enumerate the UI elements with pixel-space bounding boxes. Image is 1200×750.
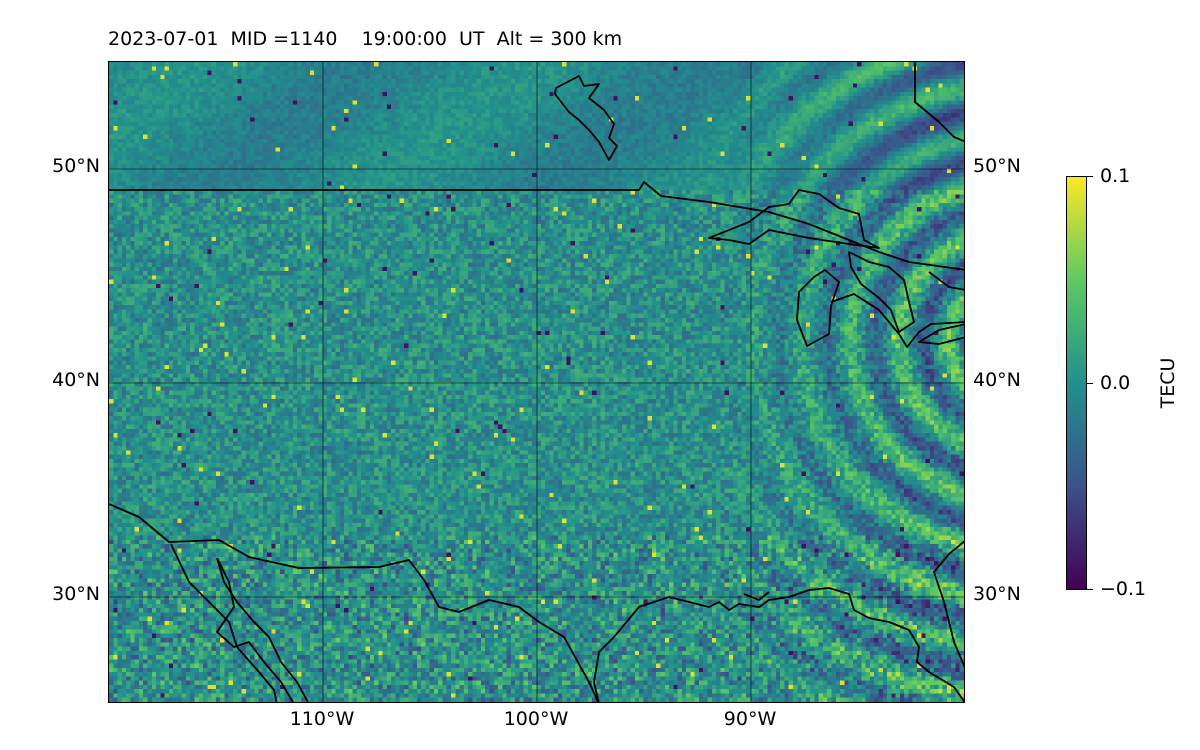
tec-map <box>108 61 965 703</box>
coastlines <box>109 62 964 702</box>
tec-heatmap <box>109 62 964 702</box>
lat-label-left-50: 50°N <box>52 155 100 177</box>
lat-label-right-50: 50°N <box>973 155 1021 177</box>
lon-label-110: 110°W <box>289 708 355 730</box>
colorbar-label-mid: 0.0 <box>1100 372 1131 394</box>
lake-erie <box>918 323 964 345</box>
figure-title: 2023-07-01 MID =1140 19:00:00 UT Alt = 3… <box>108 28 623 50</box>
lat-label-right-30: 30°N <box>973 583 1021 605</box>
lon-label-100: 100°W <box>503 708 569 730</box>
michigan-peninsula <box>830 293 964 348</box>
lat-label-right-40: 40°N <box>973 369 1021 391</box>
lat-label-left-30: 30°N <box>52 583 100 605</box>
florida-panhandle <box>743 591 770 601</box>
colorbar <box>1066 176 1087 590</box>
baja-coast <box>216 557 309 702</box>
us-canada-border <box>109 181 964 271</box>
map-overlay <box>109 62 964 702</box>
colorbar-label-min: −0.1 <box>1100 578 1147 600</box>
james-bay-coast <box>554 75 618 161</box>
graticule <box>109 62 964 702</box>
us-mexico-border <box>109 503 600 702</box>
ne-coast <box>914 62 964 143</box>
lake-michigan <box>796 269 840 347</box>
colorbar-tick-min <box>1087 589 1093 590</box>
lake-superior <box>708 189 880 249</box>
lake-huron <box>848 251 915 333</box>
gulf-coast <box>593 587 964 702</box>
east-coast <box>933 540 964 668</box>
gulf-of-california <box>170 543 278 702</box>
lake-ontario-shore <box>928 271 964 291</box>
colorbar-tick-max <box>1087 176 1093 177</box>
pacific-coast-mexico <box>216 557 294 702</box>
colorbar-title: TECU <box>1157 357 1179 409</box>
colorbar-tick-mid <box>1087 383 1093 384</box>
lat-label-left-40: 40°N <box>52 369 100 391</box>
colorbar-label-max: 0.1 <box>1100 165 1131 187</box>
lon-label-90: 90°W <box>723 708 777 730</box>
